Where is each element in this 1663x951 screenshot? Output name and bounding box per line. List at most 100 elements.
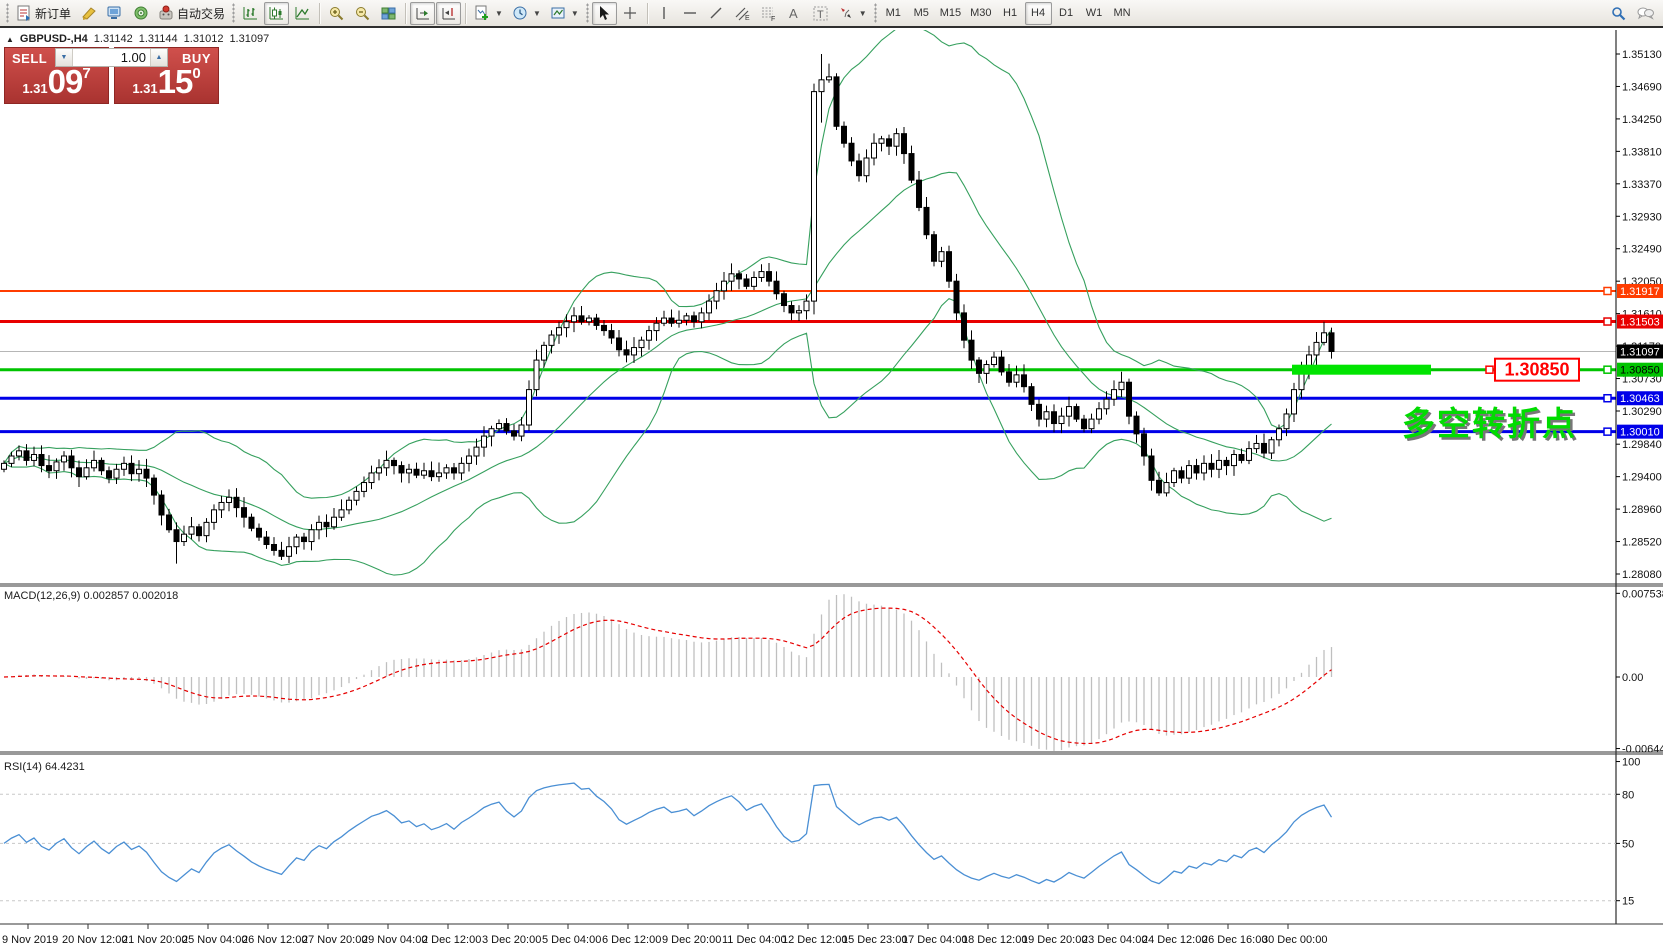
chart-canvas[interactable]: 1.30850多空转折点多空转折点1.351301.346901.342501.… — [0, 28, 1663, 951]
toolbar-grip[interactable] — [232, 3, 236, 23]
price-line-anchor[interactable] — [1603, 393, 1612, 403]
price-line-anchor[interactable] — [1603, 317, 1612, 326]
bull-candle — [1096, 408, 1102, 420]
panel-separators[interactable] — [0, 583, 1663, 925]
templates-button[interactable]: ▼ — [546, 2, 583, 25]
time-tick-label: 20 Nov 12:00 — [62, 934, 127, 946]
bull-candle — [211, 509, 217, 523]
bull-candle — [466, 455, 472, 464]
timeframe-mn-button[interactable]: MN — [1109, 2, 1136, 25]
zoom-in-button[interactable] — [324, 2, 349, 25]
bear-candle — [968, 339, 975, 361]
price-line-anchor[interactable] — [1603, 427, 1612, 436]
bull-candle — [121, 462, 127, 470]
terminal-button[interactable] — [102, 2, 127, 25]
new-order-button[interactable]: 新订单 — [12, 2, 75, 25]
periods-icon — [512, 5, 529, 22]
horizontal-line-button[interactable] — [678, 2, 703, 25]
fibonacci-button[interactable]: F — [756, 2, 781, 25]
macd-tick-label: 0.007538 — [1622, 588, 1663, 600]
bear-candle — [106, 470, 112, 479]
volume-increase-button[interactable]: ▲ — [150, 49, 167, 66]
bull-candle — [1231, 454, 1237, 467]
bear-candle — [248, 516, 255, 529]
crosshair-button[interactable] — [618, 2, 643, 25]
bull-candle — [548, 334, 555, 346]
indicators-button[interactable]: ▼ — [470, 2, 507, 25]
price-tick-label: 1.33810 — [1622, 146, 1662, 158]
callout-anchor[interactable] — [1485, 365, 1494, 374]
auto-scroll-button[interactable] — [410, 1, 436, 25]
horizontal-price-lines[interactable] — [0, 286, 1616, 436]
bull-candle — [1253, 442, 1260, 450]
bull-candle — [1268, 439, 1275, 454]
bull-candle — [526, 389, 532, 426]
toolbar-grip[interactable] — [6, 3, 9, 23]
bear-candle — [1006, 371, 1012, 383]
arrows-button[interactable]: ▼ — [834, 2, 871, 25]
line-chart-button[interactable] — [290, 2, 315, 25]
zoom-out-icon — [354, 5, 371, 22]
price-line-anchor[interactable] — [1603, 365, 1612, 374]
sell-price-big: 09 — [47, 63, 84, 100]
highlight-rectangle[interactable] — [1292, 364, 1431, 375]
volume-input[interactable] — [73, 49, 150, 66]
bollinger-upper-band — [3, 30, 1332, 499]
bear-candle — [1081, 418, 1087, 430]
bull-candle — [713, 290, 720, 302]
tile-windows-button[interactable] — [376, 2, 401, 25]
price-line-axis-label — [1617, 362, 1663, 377]
price-callout-text: 1.30850 — [1504, 360, 1569, 380]
vertical-line-button[interactable] — [652, 2, 677, 25]
volume-decrease-button[interactable]: ▼ — [56, 49, 73, 66]
equidistant-channel-button[interactable]: E — [730, 2, 755, 25]
price-tick-label: 1.28520 — [1622, 537, 1662, 549]
bear-candle — [773, 280, 780, 295]
bull-candle — [331, 516, 337, 528]
price-callout-box[interactable] — [1494, 357, 1580, 382]
timeframe-m1-button[interactable]: M1 — [880, 2, 907, 25]
candlestick-chart-button[interactable] — [264, 1, 290, 25]
price-line-anchor[interactable] — [1603, 286, 1612, 296]
auto-trading-icon — [158, 5, 174, 21]
timeframe-h1-button[interactable]: H1 — [997, 2, 1024, 25]
time-tick-label: 18 Dec 12:00 — [962, 934, 1027, 946]
timeframe-w1-button[interactable]: W1 — [1081, 2, 1108, 25]
bull-candle — [113, 468, 120, 479]
time-tick-label: 9 Nov 2019 — [2, 934, 58, 946]
chart-ohlc-header: ▲ GBPUSD-,H4 1.31142 1.31144 1.31012 1.3… — [6, 33, 269, 45]
bear-candle — [976, 359, 982, 374]
text-label-button[interactable]: T — [808, 2, 833, 25]
chart-shift-button[interactable] — [436, 1, 462, 25]
auto-trading-button[interactable]: 自动交易 — [154, 2, 229, 25]
signals-button[interactable] — [128, 2, 153, 25]
metaeditor-button[interactable] — [76, 2, 101, 25]
bear-candle — [578, 315, 585, 323]
timeframe-h4-button[interactable]: H4 — [1024, 1, 1052, 25]
bear-candle — [323, 521, 330, 528]
timeframe-m15-button[interactable]: M15 — [936, 2, 965, 25]
note-text[interactable]: 多空转折点 — [1402, 405, 1577, 442]
timeframe-m5-button[interactable]: M5 — [908, 2, 935, 25]
volume-box: ▼ ▲ — [55, 48, 168, 67]
time-tick-label: 23 Dec 04:00 — [1082, 934, 1147, 946]
bear-candle — [173, 529, 180, 543]
toolbar-grip[interactable] — [873, 3, 877, 23]
periods-button[interactable]: ▼ — [508, 2, 545, 25]
bear-candle — [1021, 374, 1027, 388]
toolbar-grip[interactable] — [585, 3, 589, 23]
bar-chart-button[interactable] — [238, 2, 263, 25]
zoom-out-button[interactable] — [350, 2, 375, 25]
timeframe-d1-button[interactable]: D1 — [1053, 2, 1080, 25]
timeframe-m30-button[interactable]: M30 — [966, 2, 995, 25]
chat-button[interactable] — [1632, 2, 1659, 25]
collapse-triangle-icon[interactable]: ▲ — [6, 34, 14, 44]
svg-text:T: T — [817, 9, 824, 21]
text-button[interactable]: A — [782, 2, 807, 25]
cursor-button[interactable] — [591, 1, 617, 25]
search-button[interactable] — [1606, 2, 1631, 25]
trendline-button[interactable] — [704, 2, 729, 25]
price-tick-label: 1.35130 — [1622, 49, 1662, 61]
